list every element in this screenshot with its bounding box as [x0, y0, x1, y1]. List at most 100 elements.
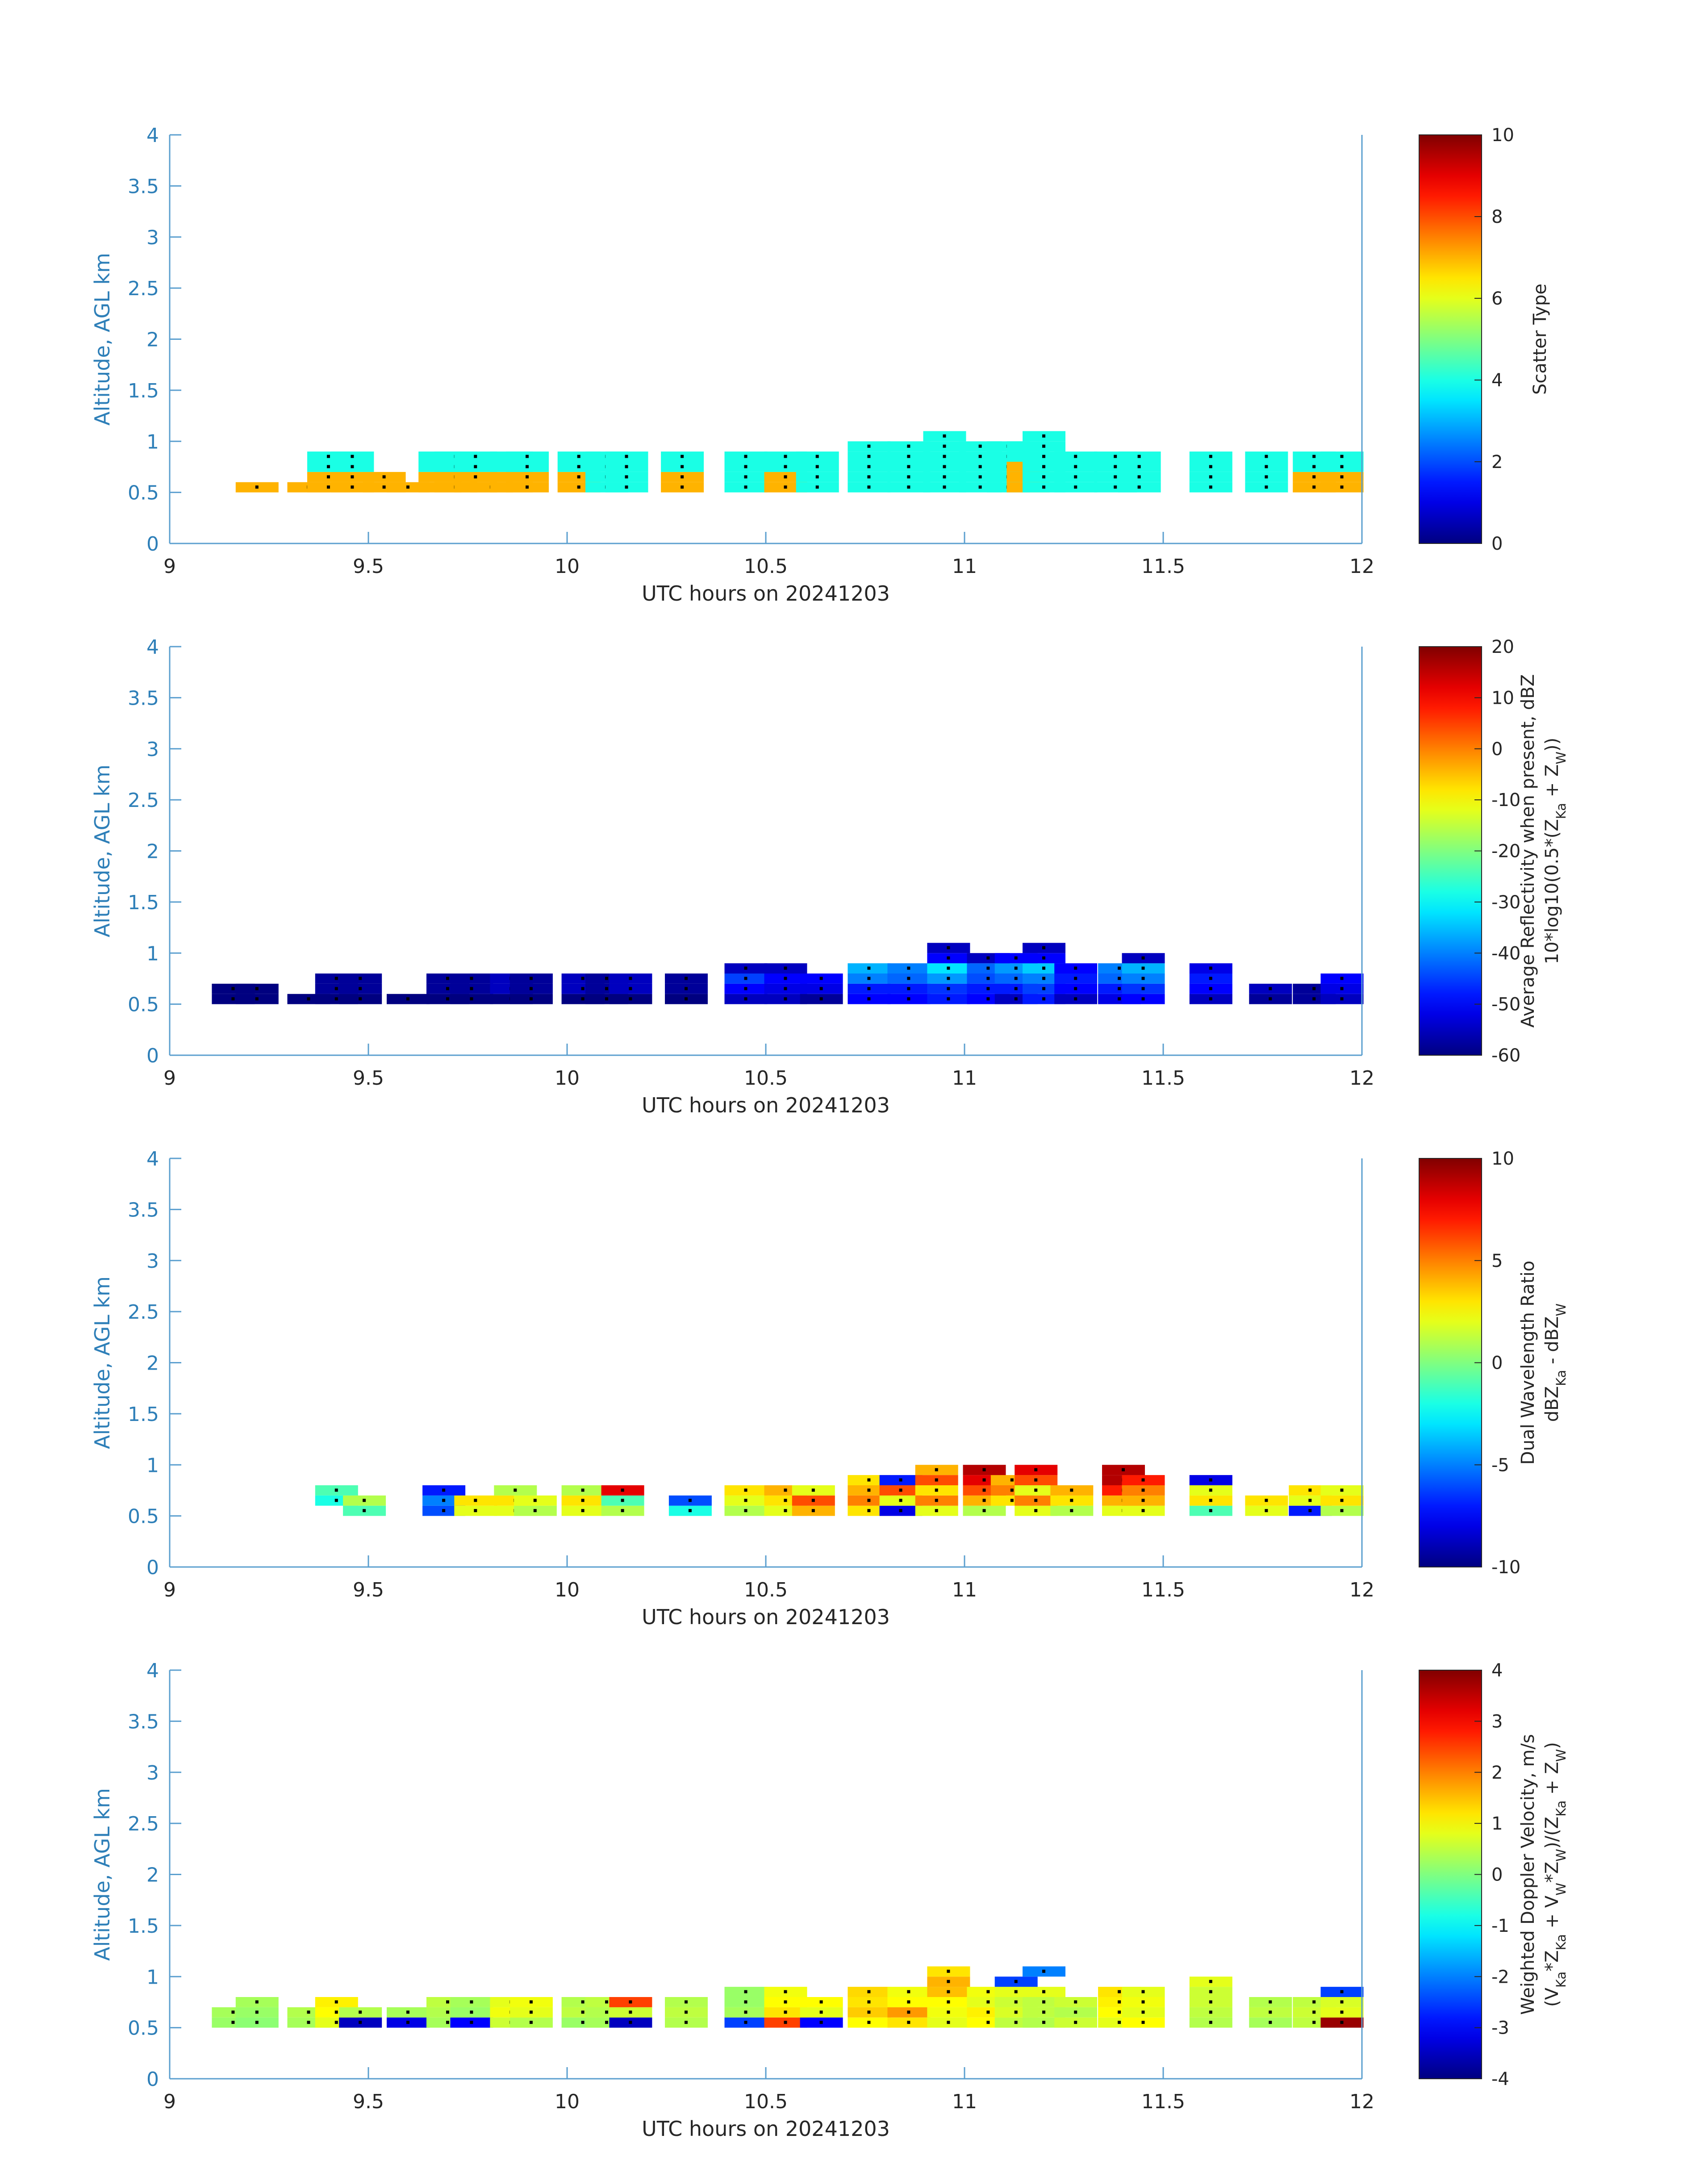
detection-dot	[1340, 987, 1344, 990]
detection-dot	[327, 475, 330, 479]
detection-dot	[1209, 2000, 1212, 2004]
detection-dot	[1141, 997, 1145, 1001]
detection-dot	[359, 987, 362, 990]
detection-dot	[529, 987, 533, 990]
detection-dot	[1042, 444, 1045, 448]
detection-dot	[334, 987, 338, 990]
detection-dot	[1340, 1509, 1344, 1513]
detection-dot	[446, 2010, 449, 2014]
detection-dot	[943, 455, 946, 458]
detection-dot	[744, 997, 748, 1001]
detection-dot	[867, 485, 871, 489]
detection-dot	[907, 465, 910, 468]
colorbar-tick-label: 5	[1491, 1251, 1503, 1271]
detection-dot	[685, 2021, 688, 2024]
x-tick-label: 10	[555, 1067, 580, 1090]
y-tick-label: 1.5	[128, 380, 159, 402]
detection-dot	[406, 2021, 409, 2024]
detection-dot	[474, 1499, 477, 1502]
y-tick-label: 3	[146, 738, 159, 761]
detection-dot	[784, 1488, 787, 1492]
colorbar-label: Average Reflectivity when present, dBZ	[1518, 674, 1538, 1028]
detection-dot	[625, 485, 628, 489]
detection-dot	[947, 966, 950, 970]
detection-dot	[907, 966, 910, 970]
colorbar-tick-label: 8	[1491, 207, 1503, 227]
y-tick-label: 3	[146, 1250, 159, 1273]
detection-dot	[907, 2010, 910, 2014]
x-tick-label: 12	[1349, 1579, 1374, 1601]
y-tick-label: 3	[146, 226, 159, 249]
detection-dot	[899, 1499, 902, 1502]
detection-dot	[577, 485, 580, 489]
detection-dot	[867, 2021, 871, 2024]
detection-dot	[359, 2021, 362, 2024]
detection-dot	[1141, 1478, 1145, 1482]
detection-dot	[1042, 997, 1045, 1001]
detection-dot	[867, 1478, 871, 1482]
detection-dot	[1118, 1990, 1121, 1993]
colorbar-tick-label: 0	[1491, 534, 1503, 554]
y-tick-label: 0.5	[128, 1505, 159, 1528]
detection-dot	[744, 966, 748, 970]
y-tick-label: 3.5	[128, 1199, 159, 1221]
detection-dot	[1269, 997, 1272, 1001]
detection-dot	[1070, 1488, 1073, 1492]
detection-dot	[1014, 2010, 1018, 2014]
detection-dot	[1042, 2021, 1045, 2024]
detection-dot	[1074, 455, 1077, 458]
y-axis-label: Altitude, AGL km	[90, 253, 114, 426]
detection-dot	[867, 455, 871, 458]
detection-dot	[1209, 2021, 1212, 2024]
detection-dot	[947, 2021, 950, 2024]
detection-dot	[529, 997, 533, 1001]
y-tick-label: 4	[146, 1148, 159, 1170]
detection-dot	[1141, 2010, 1145, 2014]
x-tick-label: 9	[163, 1579, 176, 1601]
detection-dot	[935, 1468, 938, 1471]
x-tick-label: 9.5	[353, 2090, 384, 2113]
detection-dot	[907, 2000, 910, 2004]
detection-dot	[526, 485, 529, 489]
detection-dot	[784, 987, 787, 990]
detection-dot	[629, 2000, 632, 2004]
detection-dot	[943, 465, 946, 468]
y-tick-label: 2.5	[128, 1301, 159, 1324]
detection-dot	[744, 475, 748, 479]
colorbar-label: Scatter Type	[1530, 284, 1550, 395]
detection-dot	[1209, 1478, 1212, 1482]
detection-dot	[1312, 997, 1316, 1001]
detection-dot	[577, 465, 580, 468]
detection-dot	[978, 485, 982, 489]
detection-dot	[867, 1499, 871, 1502]
detection-dot	[947, 2010, 950, 2014]
y-tick-label: 3	[146, 1762, 159, 1784]
y-tick-label: 4	[146, 636, 159, 659]
detection-dot	[784, 997, 787, 1001]
detection-dot	[1010, 1499, 1014, 1502]
detection-dot	[605, 997, 608, 1001]
y-tick-label: 0	[146, 1556, 159, 1579]
detection-dot	[1070, 1499, 1073, 1502]
detection-dot	[1014, 987, 1018, 990]
detection-dot	[1141, 2000, 1145, 2004]
detection-dot	[1014, 966, 1018, 970]
x-tick-label: 9	[163, 2090, 176, 2113]
detection-dot	[1137, 475, 1141, 479]
detection-dot	[1122, 1468, 1125, 1471]
y-tick-label: 2.5	[128, 789, 159, 812]
detection-dot	[935, 1488, 938, 1492]
detection-dot	[406, 2010, 409, 2014]
detection-dot	[605, 2021, 608, 2024]
detection-dot	[947, 946, 950, 949]
detection-dot	[474, 465, 477, 468]
detection-dot	[307, 997, 310, 1001]
detection-dot	[307, 2021, 310, 2024]
detection-dot	[1141, 2021, 1145, 2024]
detection-dot	[819, 987, 823, 990]
detection-dot	[744, 1488, 748, 1492]
detection-dot	[1014, 1980, 1018, 1983]
detection-dot	[947, 977, 950, 980]
detection-dot	[947, 956, 950, 960]
